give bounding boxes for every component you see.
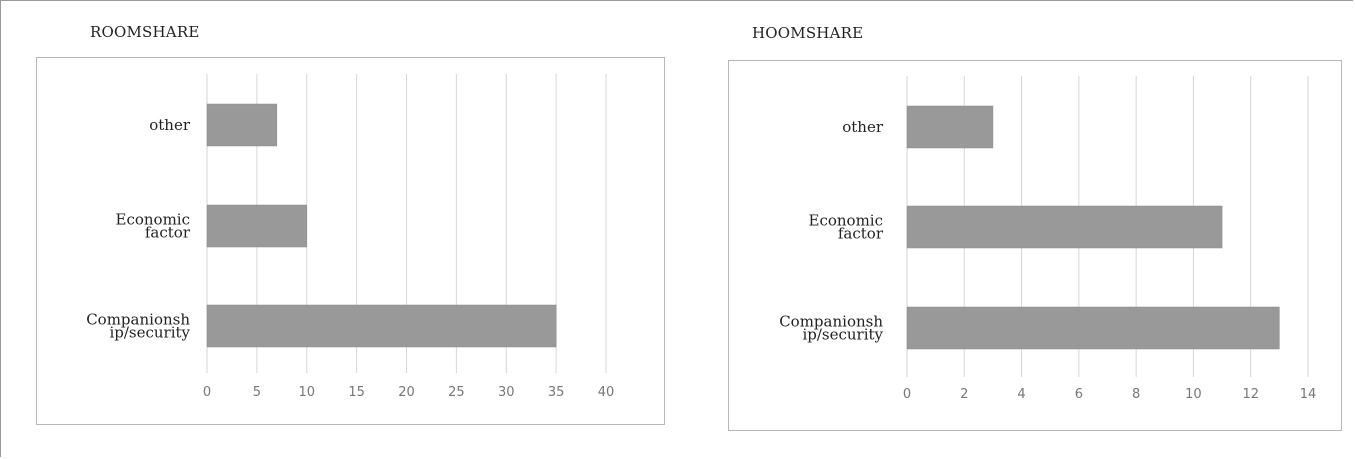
chart-title-hoomshare: HOOMSHARE <box>752 24 864 42</box>
category-label: Companionsh ip/security <box>86 311 190 342</box>
x-tick-label: 0 <box>203 385 211 400</box>
bar <box>206 103 278 147</box>
chart-panel-roomshare <box>36 57 665 425</box>
category-label: other <box>842 118 884 136</box>
x-tick-label: 40 <box>598 385 615 400</box>
bar <box>206 204 307 248</box>
x-tick-label: 6 <box>1075 387 1083 402</box>
x-tick-label: 20 <box>398 385 415 400</box>
x-tick-label: 2 <box>960 387 968 402</box>
x-tick-label: 10 <box>1185 387 1202 402</box>
category-label: Economic factor <box>809 212 884 243</box>
x-tick-label: 15 <box>348 385 365 400</box>
x-tick-label: 4 <box>1017 387 1025 402</box>
category-label: Economic factor <box>116 211 191 242</box>
x-tick-label: 8 <box>1132 387 1140 402</box>
bar <box>206 304 557 348</box>
x-tick-label: 0 <box>903 387 911 402</box>
x-tick-label: 10 <box>298 385 315 400</box>
x-tick-label: 12 <box>1242 387 1259 402</box>
category-label: other <box>149 116 191 134</box>
x-tick-label: 5 <box>253 385 261 400</box>
x-tick-label: 35 <box>548 385 565 400</box>
bar <box>906 306 1280 350</box>
bar <box>906 205 1223 249</box>
x-tick-label: 30 <box>498 385 515 400</box>
chart-0: 0 5 10 15 20 25 30 35 40 other Economic factor Compa… <box>86 74 614 400</box>
category-label: Companionsh ip/security <box>779 313 883 344</box>
x-tick-label: 14 <box>1300 387 1317 402</box>
chart-1: 0 2 4 6 8 10 12 14 other Economic factor Companions… <box>779 76 1316 402</box>
bar <box>906 105 994 149</box>
chart-title-roomshare: ROOMSHARE <box>90 23 200 41</box>
x-tick-label: 25 <box>448 385 465 400</box>
